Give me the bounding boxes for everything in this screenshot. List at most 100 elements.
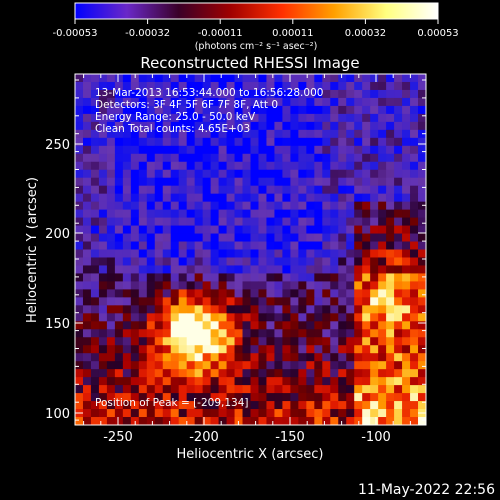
heatmap-cell [418,201,426,211]
heatmap-cell [314,121,323,131]
heatmap-cell [378,241,387,250]
heatmap-cell [402,74,411,83]
heatmap-cell [418,361,426,370]
heatmap-cell [394,161,403,171]
heatmap-cell [194,89,204,99]
heatmap-cell [202,313,212,322]
heatmap-cell [250,297,259,306]
heatmap-cell [170,273,180,282]
heatmap-cell [370,329,379,338]
heatmap-cell [130,129,140,139]
heatmap-cell [338,209,347,218]
heatmap-cell [338,201,347,211]
heatmap-cell [106,201,116,211]
heatmap-cell [154,161,164,171]
heatmap-cell [242,137,251,147]
heatmap-cell [114,193,124,203]
heatmap-cell [250,241,259,250]
heatmap-cell [354,393,363,402]
heatmap-cell [114,361,124,370]
heatmap-cell [362,169,371,179]
heatmap-cell [306,177,315,187]
heatmap-cell [306,169,315,179]
heatmap-cell [154,169,164,179]
heatmap-cell [338,385,347,394]
heatmap-cell [218,153,227,163]
heatmap-cell [90,305,100,314]
heatmap-cell [274,297,283,306]
heatmap-cell [306,121,315,131]
heatmap-cell [282,74,291,83]
heatmap-cell [114,169,124,179]
heatmap-cell [130,297,140,306]
heatmap-cell [242,385,251,394]
heatmap-cell [386,393,395,402]
heatmap-cell [306,185,315,195]
heatmap-cell [154,137,164,147]
heatmap-cell [354,177,363,187]
heatmap-cell [314,273,323,282]
heatmap-cell [370,257,379,266]
heatmap-cell [362,113,371,123]
heatmap-cell [314,337,323,346]
heatmap-cell [194,185,204,195]
heatmap-cell [178,233,188,242]
heatmap-cell [90,361,100,370]
heatmap-cell [290,289,299,298]
heatmap-cell [98,217,108,226]
heatmap-cell [258,233,267,242]
heatmap-cell [362,265,371,274]
heatmap-cell [354,89,363,99]
heatmap-cell [226,361,235,370]
heatmap-cell [218,337,227,346]
heatmap-cell [394,377,403,386]
heatmap-cell [98,233,108,242]
heatmap-cell [250,385,259,394]
heatmap-cell [234,161,243,171]
heatmap-cell [242,129,251,139]
heatmap-cell [186,337,196,346]
heatmap-cell [322,377,331,386]
heatmap-cell [178,353,188,362]
heatmap-cell [402,305,411,314]
heatmap-cell [330,281,339,290]
heatmap-cell [242,257,251,266]
heatmap-cell [306,161,315,171]
heatmap-cell [338,233,347,242]
heatmap-cell [178,297,188,306]
heatmap-cell [194,417,204,425]
heatmap-cell [274,329,283,338]
heatmap-cell [418,217,426,226]
heatmap-cell [75,233,84,242]
colorbar-tick-label: -0.00032 [125,28,170,39]
heatmap-cell [242,233,251,242]
heatmap-cell [122,81,132,91]
heatmap-cell [210,289,219,298]
heatmap-cell [218,113,227,123]
heatmap-cell [154,257,164,266]
heatmap-cell [330,74,339,83]
heatmap-cell [202,409,212,418]
heatmap-cell [418,393,426,402]
heatmap-cell [114,233,124,242]
heatmap-cell [306,377,315,386]
heatmap-cell [290,153,299,163]
heatmap-cell [114,393,124,402]
heatmap-cell [418,305,426,314]
heatmap-cell [266,121,275,131]
heatmap-cell [194,177,204,187]
heatmap-cell [210,385,219,394]
heatmap-cell [298,233,307,242]
heatmap-cell [394,153,403,163]
heatmap-cell [386,201,395,211]
heatmap-cell [122,361,132,370]
heatmap-cell [170,169,180,179]
heatmap-cell [210,113,219,123]
heatmap-cell [298,289,307,298]
heatmap-cell [266,337,275,346]
heatmap-cell [234,321,243,330]
heatmap-cell [410,265,419,274]
heatmap-cell [114,297,124,306]
heatmap-cell [234,145,243,155]
heatmap-cell [122,129,132,139]
